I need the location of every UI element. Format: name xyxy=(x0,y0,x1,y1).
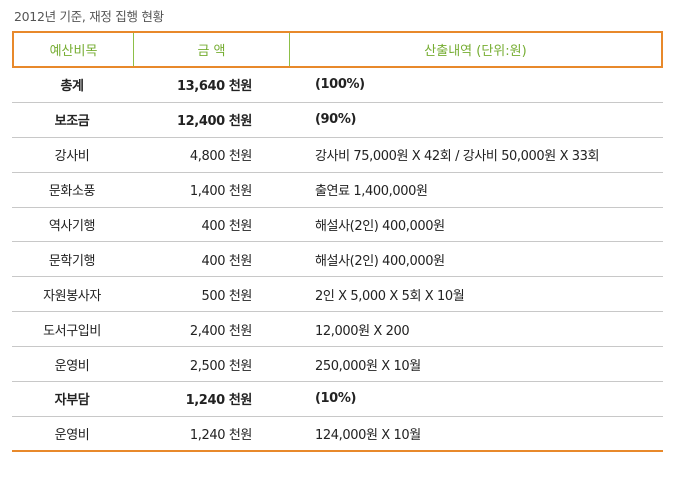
table-row: 총계 13,640 천원 (100%) xyxy=(12,68,663,103)
row-detail: 강사비 75,000원 X 42회 / 강사비 50,000원 X 33회 xyxy=(315,149,600,165)
row-detail: 해설사(2인) 400,000원 xyxy=(315,253,445,269)
row-detail: 124,000원 X 10월 xyxy=(315,427,421,443)
row-item: 보조금 xyxy=(54,114,90,130)
row-detail: 12,000원 X 200 xyxy=(315,323,410,339)
row-detail: 출연료 1,400,000원 xyxy=(315,184,428,200)
row-amount: 400 천원 xyxy=(201,219,253,234)
row-amount: 1,400 천원 xyxy=(189,184,252,200)
row-item: 문화소풍 xyxy=(48,184,96,200)
row-amount: 4,800 천원 xyxy=(189,149,252,165)
row-item: 자부담 xyxy=(54,393,90,409)
header-amount: 금 액 xyxy=(134,33,290,66)
table-row: 운영비 2,500 천원 250,000원 X 10월 xyxy=(12,347,663,383)
budget-table: 예산비목 금 액 산출내역 (단위:원) 총계 13,640 천원 (100%)… xyxy=(12,31,663,452)
row-item: 운영비 xyxy=(54,358,90,374)
row-amount: 2,500 천원 xyxy=(189,358,252,374)
row-detail: 250,000원 X 10월 xyxy=(315,358,421,374)
row-detail: 해설사(2인) 400,000원 xyxy=(315,219,445,234)
table-caption: 2012년 기준, 재정 집행 현황 xyxy=(14,9,164,24)
row-detail: (10%) xyxy=(315,391,356,407)
row-item: 도서구입비 xyxy=(43,323,101,339)
row-item: 문학기행 xyxy=(48,253,96,269)
row-amount: 1,240 천원 xyxy=(189,427,252,443)
header-budget-item: 예산비목 xyxy=(14,33,134,66)
row-item: 운영비 xyxy=(54,427,90,443)
table-row: 운영비 1,240 천원 124,000원 X 10월 xyxy=(12,417,663,452)
row-amount: 400 천원 xyxy=(201,253,253,269)
row-amount: 2,400 천원 xyxy=(189,323,252,339)
row-detail: 2인 X 5,000 X 5회 X 10월 xyxy=(315,288,465,304)
table-header: 예산비목 금 액 산출내역 (단위:원) xyxy=(12,31,663,68)
table-row: 문학기행 400 천원 해설사(2인) 400,000원 xyxy=(12,242,663,278)
table-row: 보조금 12,400 천원 (90%) xyxy=(12,103,663,138)
table-body: 총계 13,640 천원 (100%) 보조금 12,400 천원 (90%) … xyxy=(12,68,663,452)
table-row: 도서구입비 2,400 천원 12,000원 X 200 xyxy=(12,312,663,348)
row-amount: 1,240 천원 xyxy=(185,393,253,409)
header-detail: 산출내역 (단위:원) xyxy=(424,44,527,59)
row-amount: 500 천원 xyxy=(201,288,253,304)
table-row: 강사비 4,800 천원 강사비 75,000원 X 42회 / 강사비 50,… xyxy=(12,138,663,173)
row-item: 자원봉사자 xyxy=(43,288,101,304)
row-detail: (90%) xyxy=(315,112,356,128)
table-row: 역사기행 400 천원 해설사(2인) 400,000원 xyxy=(12,208,663,243)
row-item: 총계 xyxy=(60,79,84,95)
row-detail: (100%) xyxy=(315,77,365,93)
row-amount: 13,640 천원 xyxy=(176,79,252,95)
table-row: 문화소풍 1,400 천원 출연료 1,400,000원 xyxy=(12,173,663,208)
table-row: 자부담 1,240 천원 (10%) xyxy=(12,382,663,417)
row-amount: 12,400 천원 xyxy=(176,114,252,130)
row-item: 역사기행 xyxy=(48,219,96,234)
table-row: 자원봉사자 500 천원 2인 X 5,000 X 5회 X 10월 xyxy=(12,277,663,313)
row-item: 강사비 xyxy=(54,149,90,165)
